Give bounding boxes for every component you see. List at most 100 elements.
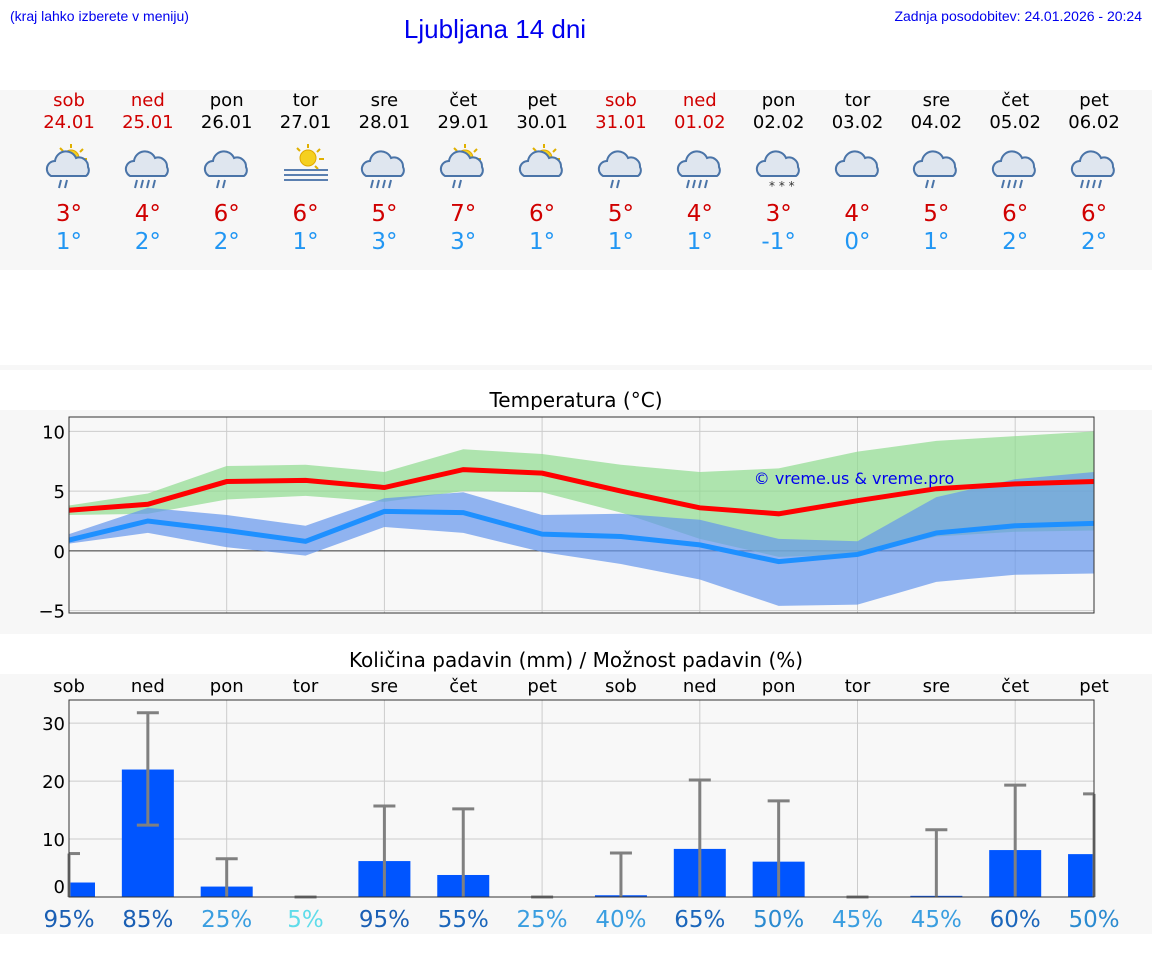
max-temperature: 6° <box>1080 201 1108 227</box>
min-temperature-band <box>69 471 1095 606</box>
min-temperature: 1° <box>607 229 634 255</box>
watermark: © vreme.us & vreme.pro <box>754 469 955 488</box>
y-tick-label: −5 <box>38 602 65 623</box>
day-column: sre 28.01 5° 3° <box>345 90 423 256</box>
cloud-heavy-rain-icon <box>676 150 721 189</box>
sun-fog-icon <box>283 144 328 181</box>
max-temperature: 5° <box>371 201 398 227</box>
max-temperature: 6° <box>1002 201 1029 227</box>
day-name: sre <box>370 90 399 111</box>
day-name: pet <box>527 90 557 111</box>
precipitation-bar <box>1068 854 1094 897</box>
min-temperature: 1° <box>292 229 319 255</box>
page-title: Ljubljana 14 dni <box>403 14 587 44</box>
max-temperature: 6° <box>213 201 240 227</box>
y-tick-label: 5 <box>54 482 65 503</box>
day-column: pon 26.01 6° 2° <box>188 90 266 256</box>
x-category-label: pet <box>1079 676 1109 697</box>
min-temperature: 1° <box>923 229 950 255</box>
day-date: 03.02 <box>831 112 884 133</box>
precipitation-plot-frame <box>68 699 1095 898</box>
precipitation-probability: 95% <box>43 907 94 933</box>
day-name: pet <box>1079 90 1109 111</box>
day-date: 28.01 <box>358 112 411 133</box>
max-temperature: 6° <box>529 201 556 227</box>
max-temperature-band <box>69 431 1095 557</box>
day-date: 29.01 <box>437 112 490 133</box>
cloud-heavy-rain-icon <box>124 150 169 189</box>
max-temperature: 4° <box>686 201 713 227</box>
precipitation-probability: 60% <box>990 907 1041 933</box>
max-temperature: 3° <box>55 201 83 227</box>
precipitation-plot-area <box>69 700 1094 897</box>
precipitation-probability: 95% <box>359 907 410 933</box>
day-name: tor <box>844 90 871 111</box>
y-tick-label: 0 <box>54 877 65 898</box>
min-temperature: 2° <box>1080 229 1108 255</box>
day-column: pet 30.01 6° 1° <box>503 90 581 256</box>
x-category-label: pet <box>527 676 557 697</box>
day-column: ned 01.02 4° 1° <box>661 90 739 256</box>
max-temperature: 3° <box>765 201 792 227</box>
cloud-icon <box>834 150 879 177</box>
precipitation-probability: 65% <box>674 907 725 933</box>
min-temperature: 2° <box>1002 229 1029 255</box>
cloud-rain-icon <box>203 150 248 189</box>
min-temperature: 1° <box>55 229 83 255</box>
day-column: sob 31.01 5° 1° <box>582 90 660 256</box>
precipitation-bar <box>69 882 95 897</box>
cloud-heavy-rain-icon <box>992 150 1037 189</box>
precipitation-chart-title: Količina padavin (mm) / Možnost padavin … <box>348 648 804 672</box>
x-category-label: sre <box>371 676 398 697</box>
day-name: čet <box>449 90 478 111</box>
svg-text:* * *: * * * <box>769 179 795 193</box>
day-column: pon 02.02 * * * 3° -1° <box>740 90 818 256</box>
cloud-heavy-rain-icon <box>361 150 406 189</box>
x-category-label: tor <box>845 676 871 697</box>
x-category-label: pon <box>210 676 244 697</box>
precipitation-probability: 45% <box>832 907 883 933</box>
day-name: pon <box>761 90 796 111</box>
day-column: sre 04.02 5° 1° <box>897 90 975 256</box>
max-temperature: 4° <box>844 201 871 227</box>
day-column: sob 24.01 3° 1° <box>30 90 108 256</box>
precipitation-probability: 25% <box>201 907 252 933</box>
day-date: 04.02 <box>910 112 963 133</box>
max-temperature-line <box>68 467 1095 517</box>
y-tick-label: 30 <box>42 714 65 735</box>
precipitation-probability: 50% <box>753 907 804 933</box>
x-category-label: sre <box>923 676 950 697</box>
day-column: čet 29.01 7° 3° <box>424 90 502 256</box>
sun-cloud-rain-icon <box>45 144 90 189</box>
day-name: sob <box>53 90 85 111</box>
x-category-label: čet <box>449 676 477 697</box>
y-tick-label: 20 <box>42 772 65 793</box>
precipitation-probability: 85% <box>122 907 173 933</box>
cloud-rain-icon <box>913 150 958 189</box>
y-tick-label: 10 <box>42 830 65 851</box>
day-name: pon <box>209 90 244 111</box>
sun-cloud-icon <box>518 144 563 177</box>
last-updated: Zadnja posodobitev: 24.01.2026 - 20:24 <box>894 8 1142 24</box>
day-column: pet 06.02 6° 2° <box>1055 90 1133 256</box>
precipitation-probability: 5% <box>287 907 324 933</box>
day-name: sre <box>922 90 951 111</box>
max-temperature: 6° <box>292 201 319 227</box>
y-tick-label: 10 <box>42 422 65 443</box>
min-temperature: 1° <box>686 229 713 255</box>
day-date: 31.01 <box>595 112 647 133</box>
x-category-label: čet <box>1001 676 1029 697</box>
min-temperature: 0° <box>844 229 871 255</box>
max-temperature: 4° <box>134 201 161 227</box>
min-temperature: 1° <box>529 229 556 255</box>
day-column: čet 05.02 6° 2° <box>976 90 1054 256</box>
x-category-label: sob <box>605 676 637 697</box>
daily-forecast-strip: sob 24.01 3° 1° ned 25.01 4° 2° pon 26.01 … <box>0 90 1152 270</box>
day-date: 01.02 <box>674 112 726 133</box>
cloud-snow-icon: * * * <box>755 150 800 193</box>
day-column: ned 25.01 4° 2° <box>109 90 187 256</box>
max-temperature: 7° <box>450 201 477 227</box>
x-category-label: tor <box>293 676 319 697</box>
day-date: 06.02 <box>1068 112 1120 133</box>
